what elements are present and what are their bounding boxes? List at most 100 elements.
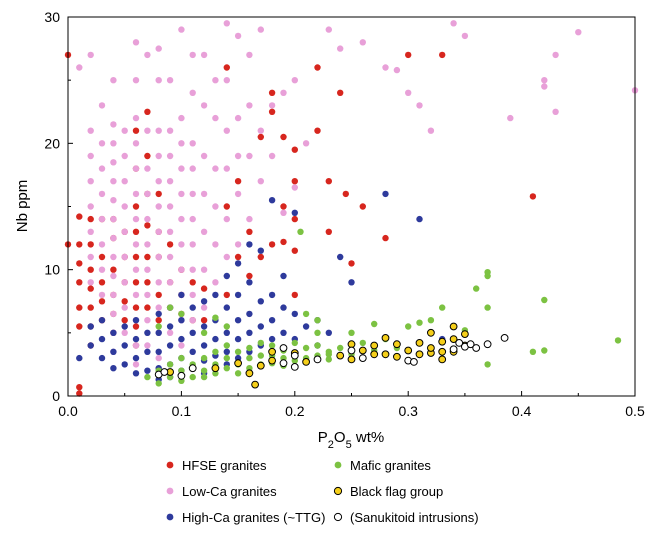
data-point xyxy=(223,203,230,210)
data-point xyxy=(246,152,253,160)
data-point xyxy=(144,51,151,59)
data-point xyxy=(155,228,162,235)
data-point xyxy=(337,253,344,261)
data-point xyxy=(325,26,332,33)
data-point xyxy=(76,213,83,220)
data-point xyxy=(342,190,349,198)
data-point xyxy=(200,304,208,311)
data-point xyxy=(290,363,299,371)
data-point xyxy=(358,354,367,363)
data-point xyxy=(280,133,287,141)
data-point xyxy=(132,77,140,84)
data-point xyxy=(223,215,230,223)
data-point xyxy=(144,329,151,336)
data-point xyxy=(279,344,288,352)
x-tick-label: 0.0 xyxy=(58,403,78,419)
data-point xyxy=(234,317,242,324)
data-point xyxy=(110,348,117,355)
data-point xyxy=(280,238,287,246)
data-point xyxy=(144,253,151,261)
data-point xyxy=(87,152,94,160)
data-point xyxy=(302,310,310,318)
data-point xyxy=(449,322,458,331)
data-point xyxy=(223,272,230,280)
data-point xyxy=(189,51,196,59)
data-point xyxy=(450,20,457,27)
data-point xyxy=(189,279,196,286)
data-point xyxy=(121,279,128,286)
data-point xyxy=(155,291,162,299)
data-point xyxy=(427,344,435,352)
data-point xyxy=(223,354,230,362)
data-point xyxy=(144,108,151,116)
data-point xyxy=(76,279,83,286)
data-point xyxy=(280,272,287,280)
data-point xyxy=(223,253,230,261)
data-point xyxy=(246,354,253,362)
data-point xyxy=(302,323,310,330)
data-point xyxy=(132,127,140,134)
data-point xyxy=(132,291,140,299)
data-point xyxy=(246,329,253,336)
data-point xyxy=(290,351,299,360)
data-point xyxy=(325,228,332,235)
data-point xyxy=(76,323,83,330)
data-point xyxy=(246,279,253,286)
data-point xyxy=(87,304,94,311)
data-point xyxy=(212,165,219,172)
data-point xyxy=(416,319,423,326)
data-point xyxy=(155,152,162,160)
data-point xyxy=(234,253,242,261)
legend-label: HFSE granites xyxy=(182,458,267,473)
data-point xyxy=(449,345,458,354)
data-point xyxy=(98,241,106,248)
data-point xyxy=(166,342,174,349)
data-point xyxy=(291,146,298,153)
data-point xyxy=(200,373,208,381)
legend-marker xyxy=(333,512,343,522)
legend-marker xyxy=(333,486,343,496)
data-point xyxy=(200,298,208,305)
data-point xyxy=(132,354,140,362)
data-point xyxy=(466,340,475,349)
data-point xyxy=(200,228,208,235)
data-point xyxy=(200,367,208,374)
data-point xyxy=(257,247,264,254)
data-point xyxy=(166,323,174,330)
data-point xyxy=(189,140,196,147)
data-point xyxy=(166,203,174,210)
data-point xyxy=(121,329,128,336)
data-point xyxy=(449,335,458,344)
data-point xyxy=(189,241,196,248)
series-5 xyxy=(154,334,509,380)
data-point xyxy=(223,348,230,355)
data-point xyxy=(155,190,162,198)
data-point xyxy=(268,356,277,365)
data-point xyxy=(348,279,355,286)
data-point xyxy=(189,329,196,336)
data-point xyxy=(234,370,242,377)
data-point xyxy=(76,354,83,362)
data-point xyxy=(455,339,464,347)
data-point xyxy=(371,320,378,328)
y-tick-label: 30 xyxy=(44,9,60,25)
data-point xyxy=(144,152,151,160)
series-4 xyxy=(166,322,469,389)
data-point xyxy=(155,203,162,210)
data-point xyxy=(212,348,219,355)
data-point xyxy=(251,380,260,389)
data-point xyxy=(257,352,264,359)
data-point xyxy=(132,317,140,324)
data-point xyxy=(529,193,537,200)
data-point xyxy=(291,310,298,318)
data-point xyxy=(212,335,219,343)
data-point xyxy=(87,178,94,185)
data-point xyxy=(189,165,196,172)
data-point xyxy=(291,215,298,223)
data-point xyxy=(257,133,264,141)
x-tick-label: 0.1 xyxy=(172,403,192,419)
points-layer xyxy=(64,20,639,397)
data-point xyxy=(347,355,356,364)
data-point xyxy=(234,335,242,343)
data-point xyxy=(279,359,288,368)
